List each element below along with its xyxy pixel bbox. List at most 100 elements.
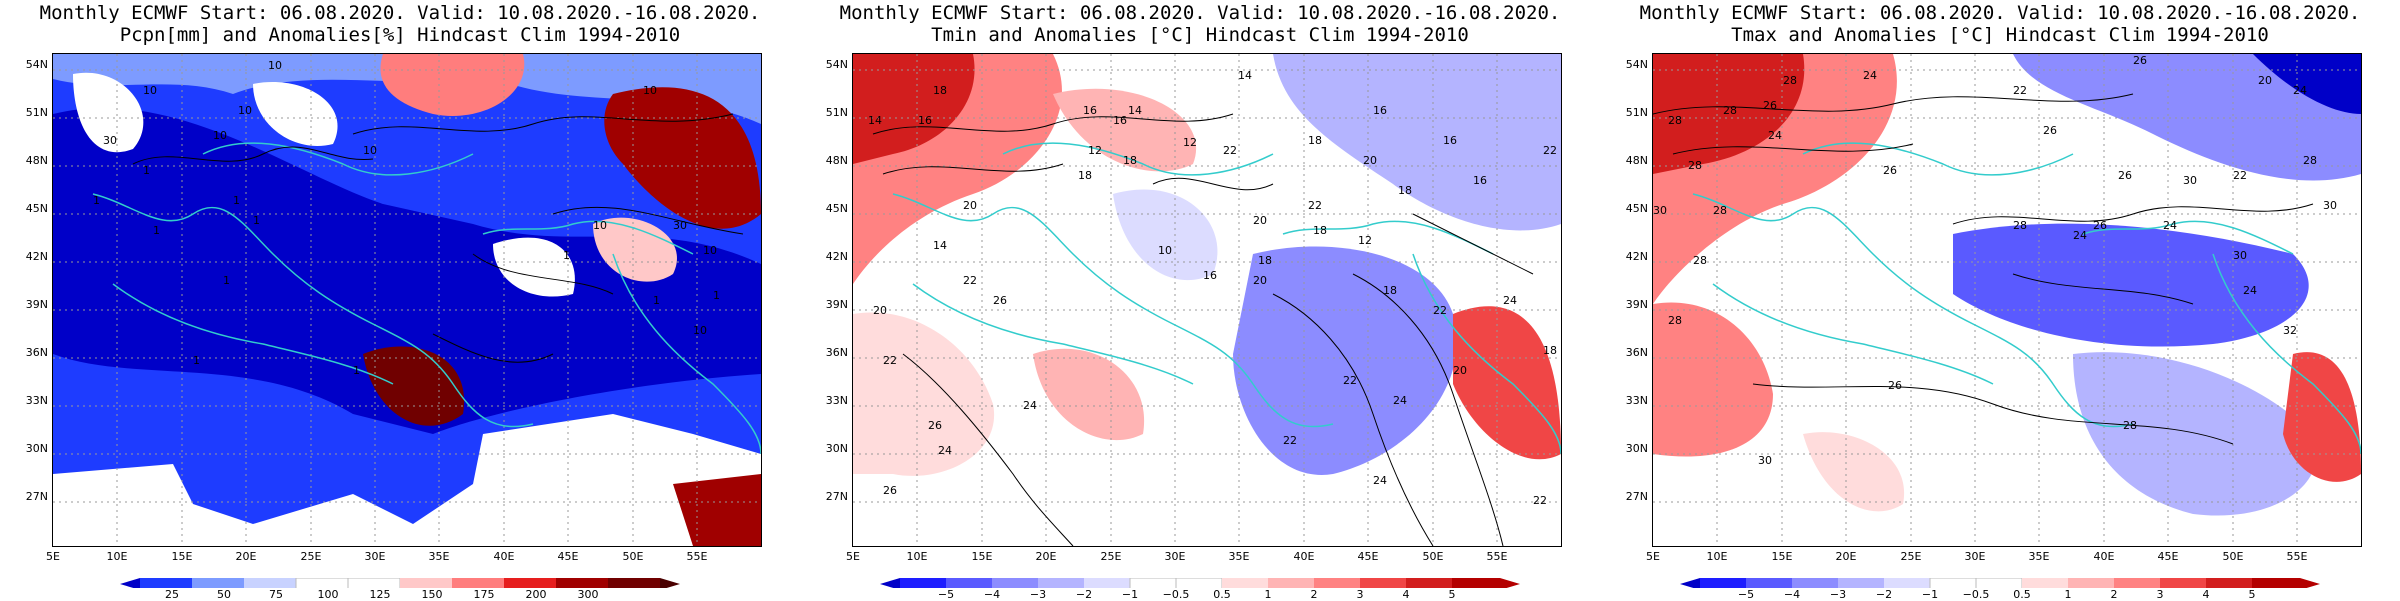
colorbar-swatch (1268, 578, 1314, 588)
colorbar-swatch (1975, 578, 2023, 588)
gridlines (53, 54, 761, 546)
contour-label: 20 (1253, 214, 1267, 227)
gridlines (853, 54, 1561, 546)
colorbar-label: 2 (2110, 588, 2118, 601)
contour-label: 24 (1863, 69, 1877, 82)
contour-label: 28 (2013, 219, 2027, 232)
colorbar-arrow-right (2300, 578, 2320, 588)
tmin-warm-region (1033, 348, 1145, 441)
lat-label: 39N (25, 298, 48, 311)
colorbar-swatch (1222, 578, 1268, 588)
colorbar-label: 100 (317, 588, 339, 601)
lat-label: 45N (1625, 202, 1648, 215)
contour-label: 22 (2013, 84, 2027, 97)
contour-label: 10 (363, 144, 377, 157)
colorbar-label: −4 (1783, 588, 1801, 601)
lat-label: 30N (1625, 442, 1648, 455)
colorbar-swatch (1700, 578, 1746, 588)
colorbar-swatch (452, 578, 504, 588)
lat-label: 42N (25, 250, 48, 263)
lon-label: 30E (364, 550, 386, 563)
contour-label: 1 (223, 274, 230, 287)
tmin-warm-region (1053, 88, 1197, 172)
lat-label: 36N (25, 346, 48, 359)
colorbar-swatch (1929, 578, 1977, 588)
lon-label: 50E (2222, 550, 2244, 563)
tmax-warm-region (1653, 302, 1773, 457)
lat-label: 48N (1625, 154, 1648, 167)
lon-label: 45E (1357, 550, 1379, 563)
tmin-hot-region (853, 54, 975, 164)
contour-label: 24 (2293, 84, 2307, 97)
tmin-hot-region (1453, 306, 1561, 460)
contour-label: 24 (1393, 394, 1407, 407)
colorbar-tmax (1680, 578, 2320, 588)
tmax-cool-region (2073, 352, 2317, 516)
lon-label: 5E (846, 550, 860, 563)
lat-label: 54N (25, 58, 48, 71)
contour-label: 30 (1758, 454, 1772, 467)
lat-label: 33N (825, 394, 848, 407)
contour-label: 28 (2123, 419, 2137, 432)
lon-label: 50E (1422, 550, 1444, 563)
lon-label: 5E (46, 550, 60, 563)
contour-label: 22 (2233, 169, 2247, 182)
contour-label: 20 (873, 304, 887, 317)
lat-label: 27N (825, 490, 848, 503)
lon-label: 20E (235, 550, 257, 563)
colorbar-swatch (1406, 578, 1452, 588)
colorbar-label: 200 (525, 588, 547, 601)
colorbar-label: −1 (1921, 588, 1939, 601)
lon-label: 40E (1293, 550, 1315, 563)
contour-label: 1 (253, 214, 260, 227)
map-canvas-tmax: 26 28 24 28 26 22 20 24 26 28 24 26 30 2… (1653, 54, 2361, 546)
contour-label: 1 (193, 354, 200, 367)
colorbar-arrow-left (120, 578, 140, 588)
contour-label: 28 (1723, 104, 1737, 117)
colorbar-swatch (1792, 578, 1838, 588)
contour-label: 16 (1113, 114, 1127, 127)
contour-label: 28 (1668, 314, 1682, 327)
lon-label: 25E (300, 550, 322, 563)
colorbar-label: 150 (421, 588, 443, 601)
contour-label: 1 (353, 364, 360, 377)
colorbar-swatch (1452, 578, 1500, 588)
contour-label: 10 (593, 219, 607, 232)
coastlines (1692, 142, 2361, 455)
contour-label: 14 (868, 114, 882, 127)
contour-label: 26 (1883, 164, 1897, 177)
colorbar-label: 0.5 (1213, 588, 1231, 601)
map-canvas-precip: 10 10 10 10 10 30 10 1 1 1 1 1 10 30 1 1… (53, 54, 761, 546)
lon-label: 55E (2286, 550, 2308, 563)
lon-label: 25E (1900, 550, 1922, 563)
contour-label: 10 (693, 324, 707, 337)
lat-label: 39N (825, 298, 848, 311)
colorbar-swatch (946, 578, 992, 588)
colorbar-swatch (504, 578, 556, 588)
lon-label: 20E (1835, 550, 1857, 563)
precip-low-region (53, 107, 761, 434)
contour-label: 1 (233, 194, 240, 207)
colorbar-label: 4 (1402, 588, 1410, 601)
colorbar-label: 1 (2064, 588, 2072, 601)
colorbar-label: 300 (577, 588, 599, 601)
contour-label: 1 (143, 164, 150, 177)
contour-label: 24 (1023, 399, 1037, 412)
lon-label: 45E (2157, 550, 2179, 563)
colorbar-label: −5 (1737, 588, 1755, 601)
lat-label: 54N (1625, 58, 1648, 71)
contour-label: 24 (2243, 284, 2257, 297)
contour-label: 26 (1763, 99, 1777, 112)
gridlines (1653, 54, 2361, 546)
colorbar-swatch (1175, 578, 1223, 588)
colorbar-label: 50 (217, 588, 231, 601)
colorbar-label: 5 (1448, 588, 1456, 601)
panel-title-line1: Monthly ECMWF Start: 06.08.2020. Valid: … (39, 2, 761, 24)
contour-label: 28 (1713, 204, 1727, 217)
contour-label: 24 (1373, 474, 1387, 487)
colorbar-label: −0.5 (1962, 588, 1990, 601)
colorbar-swatch (244, 578, 296, 588)
colorbar-label: 3 (1356, 588, 1364, 601)
contour-label: 26 (928, 419, 942, 432)
colorbar-label: 0.5 (2013, 588, 2031, 601)
